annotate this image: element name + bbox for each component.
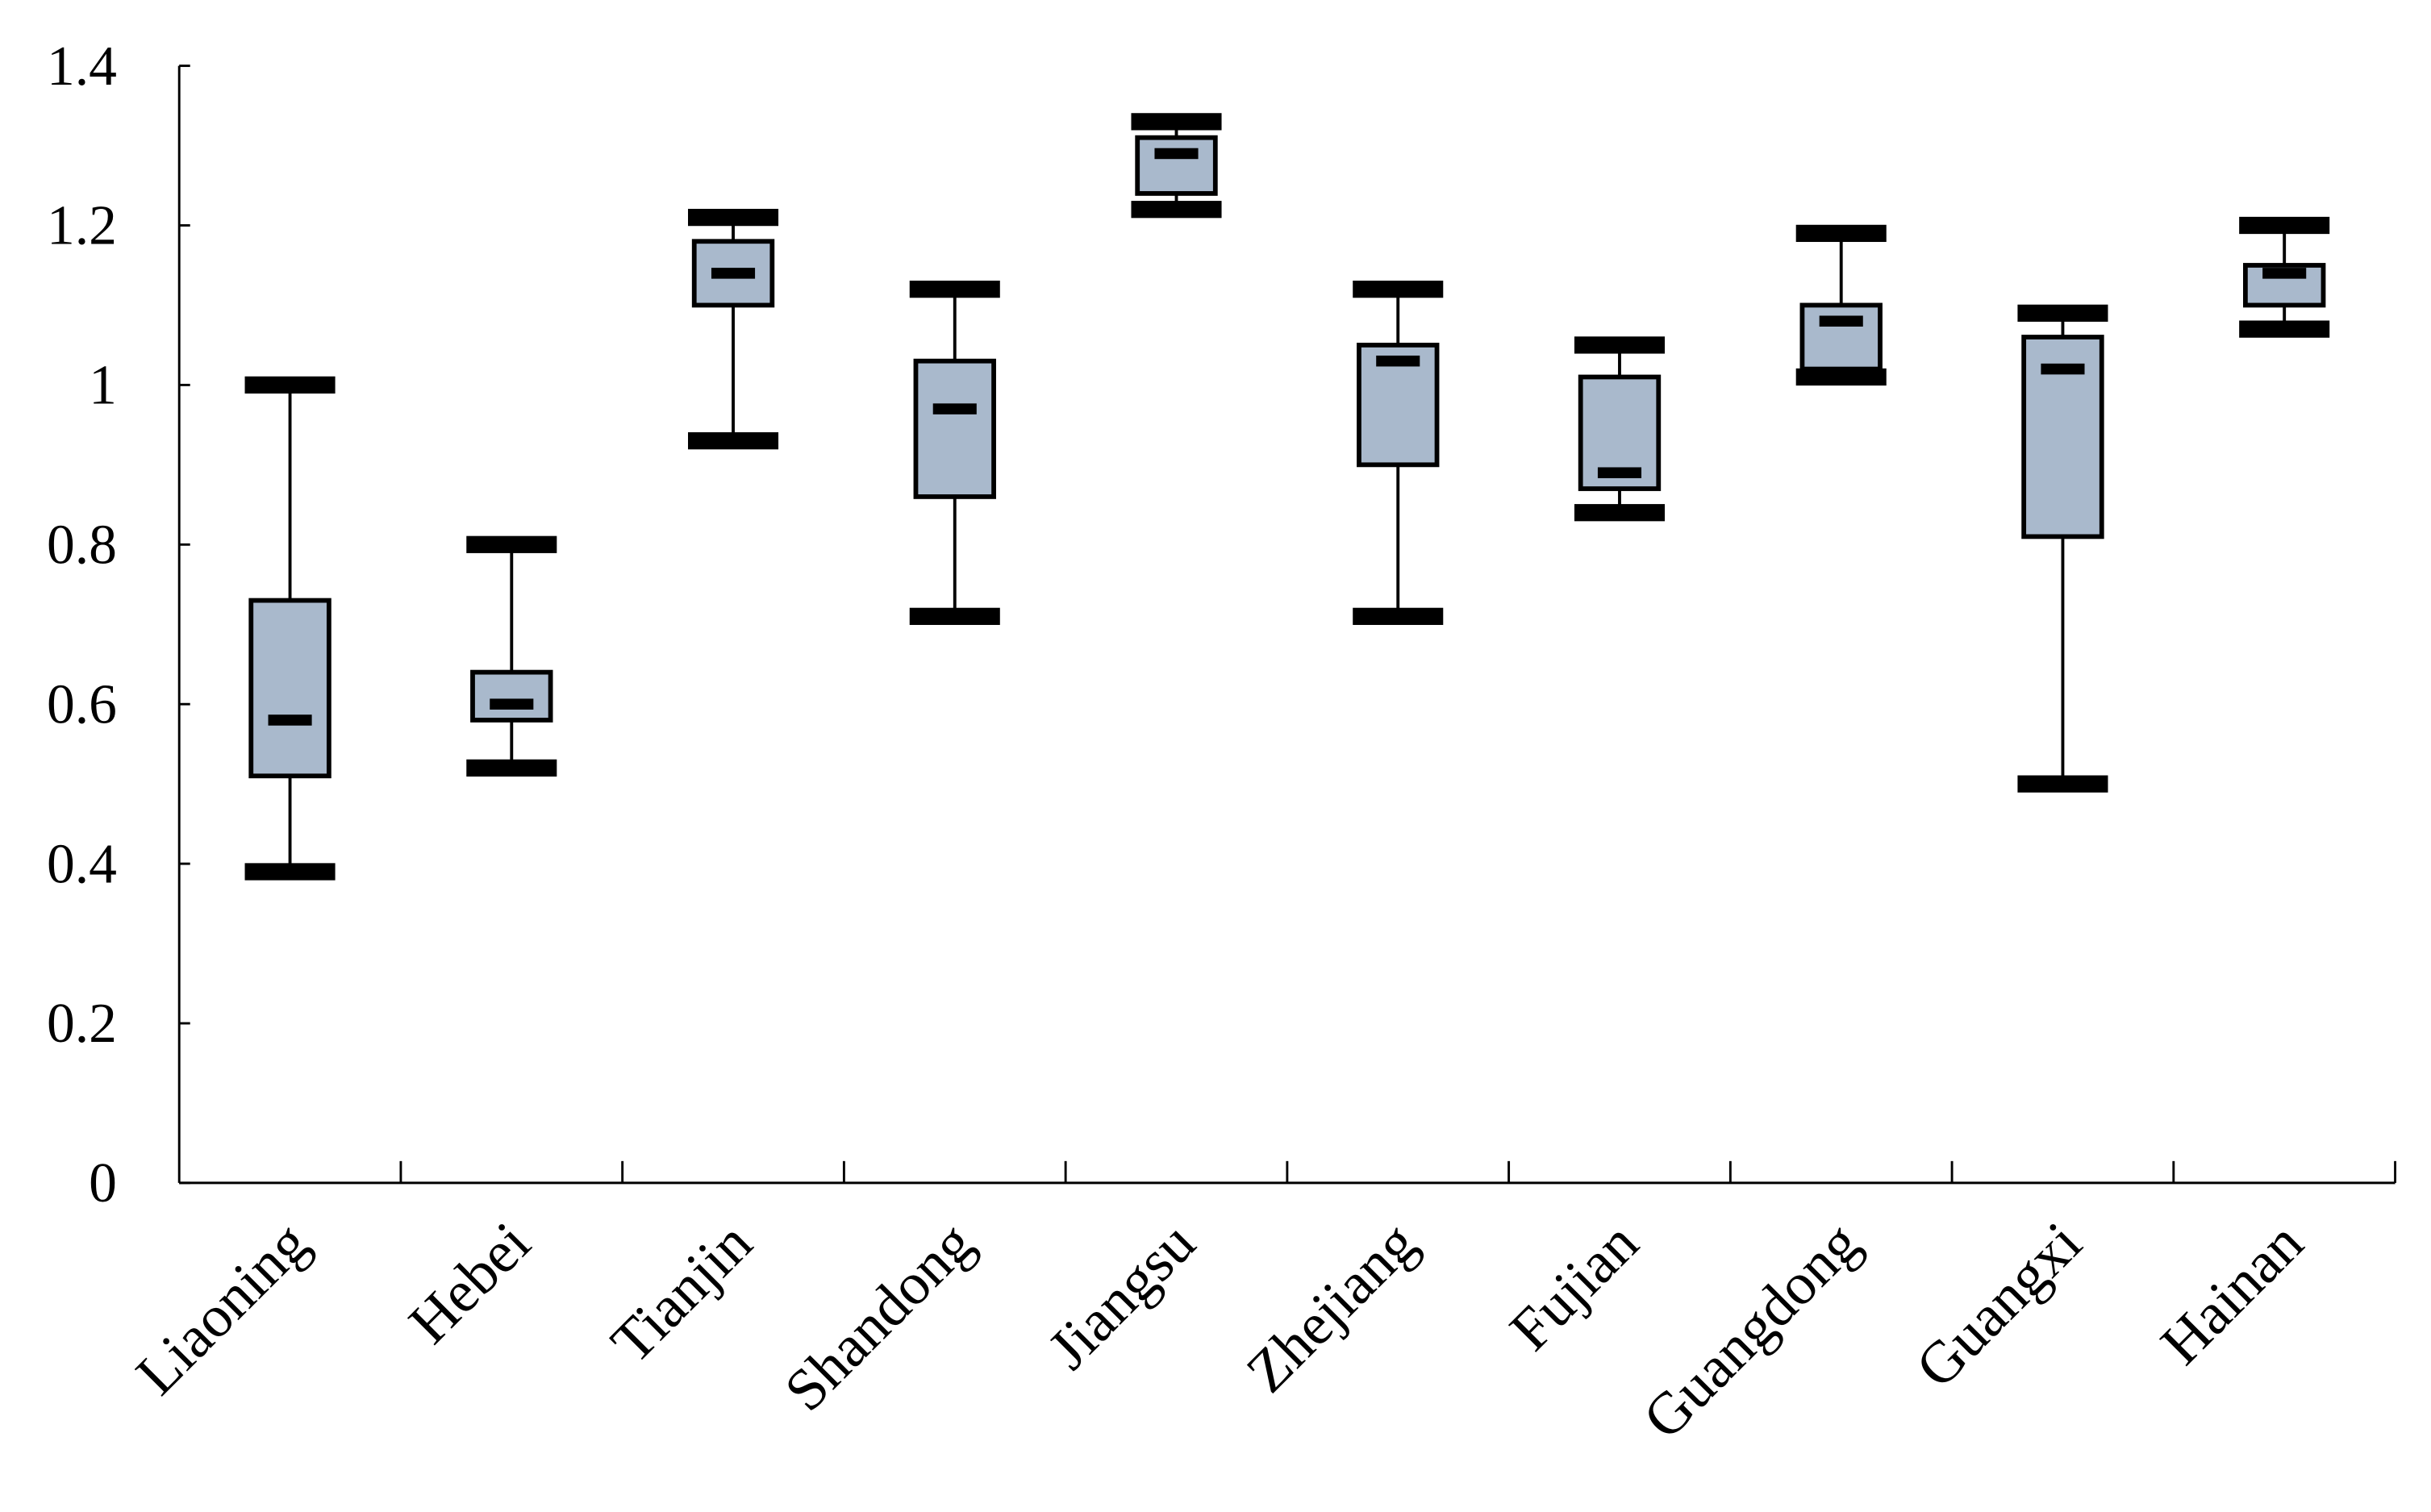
y-tick-label: 1.2 bbox=[47, 195, 117, 257]
y-tick-label: 0 bbox=[89, 1152, 117, 1214]
y-tick-label: 1.4 bbox=[47, 35, 117, 98]
median bbox=[1154, 148, 1199, 160]
whisker-cap-min bbox=[1353, 607, 1444, 625]
whisker-cap-min bbox=[2239, 320, 2330, 338]
y-tick-label: 0.4 bbox=[47, 833, 117, 895]
whisker-cap-max bbox=[1574, 336, 1666, 354]
whisker-cap-max bbox=[909, 281, 1000, 298]
x-tick-label: Hainan bbox=[2148, 1210, 2315, 1377]
whisker-cap-max bbox=[1795, 224, 1887, 243]
median bbox=[2262, 268, 2307, 279]
box bbox=[913, 358, 996, 499]
y-tick-label: 0.8 bbox=[47, 514, 117, 576]
median bbox=[932, 403, 977, 414]
whisker-cap-min bbox=[1131, 201, 1222, 219]
x-tick-label: Shandong bbox=[772, 1210, 986, 1423]
x-tick-label: Liaoning bbox=[123, 1210, 321, 1407]
median bbox=[711, 268, 756, 279]
x-tick-label: Zhejiang bbox=[1234, 1210, 1429, 1405]
box bbox=[1799, 302, 1883, 372]
whisker-cap-min bbox=[909, 607, 1000, 625]
whisker-cap-min bbox=[1795, 368, 1887, 386]
whisker-cap-max bbox=[2239, 216, 2330, 235]
y-tick-label: 0.2 bbox=[47, 993, 117, 1055]
whisker-cap-max bbox=[1353, 281, 1444, 298]
x-tick-label: Hebei bbox=[396, 1210, 542, 1356]
x-tick-label: Jiangsu bbox=[1036, 1210, 1207, 1381]
whisker-cap-min bbox=[244, 863, 336, 881]
whisker-cap-max bbox=[2017, 304, 2108, 322]
whisker-cap-max bbox=[1131, 113, 1222, 131]
x-tick-label: Fujian bbox=[1497, 1210, 1650, 1363]
whisker-cap-min bbox=[2017, 775, 2108, 793]
whisker-cap-min bbox=[1574, 504, 1666, 522]
x-tick-label: Guangdong bbox=[1631, 1210, 1872, 1451]
median bbox=[1597, 467, 1642, 479]
x-tick-label: Tianjin bbox=[598, 1210, 764, 1375]
whisker-cap-max bbox=[466, 535, 557, 553]
y-tick-label: 1 bbox=[89, 355, 117, 417]
box bbox=[470, 669, 553, 723]
median bbox=[490, 698, 534, 710]
box bbox=[248, 598, 332, 779]
y-tick-label: 0.6 bbox=[47, 673, 117, 735]
x-tick-label: Guangxi bbox=[1904, 1210, 2094, 1400]
median bbox=[268, 714, 312, 726]
box bbox=[1135, 135, 1218, 196]
median bbox=[1819, 315, 1863, 327]
median bbox=[2041, 363, 2085, 375]
whisker-cap-max bbox=[244, 376, 336, 394]
median bbox=[1376, 355, 1420, 367]
whisker-cap-min bbox=[688, 432, 779, 450]
whisker-cap-max bbox=[688, 208, 779, 227]
whisker-cap-min bbox=[466, 759, 557, 777]
